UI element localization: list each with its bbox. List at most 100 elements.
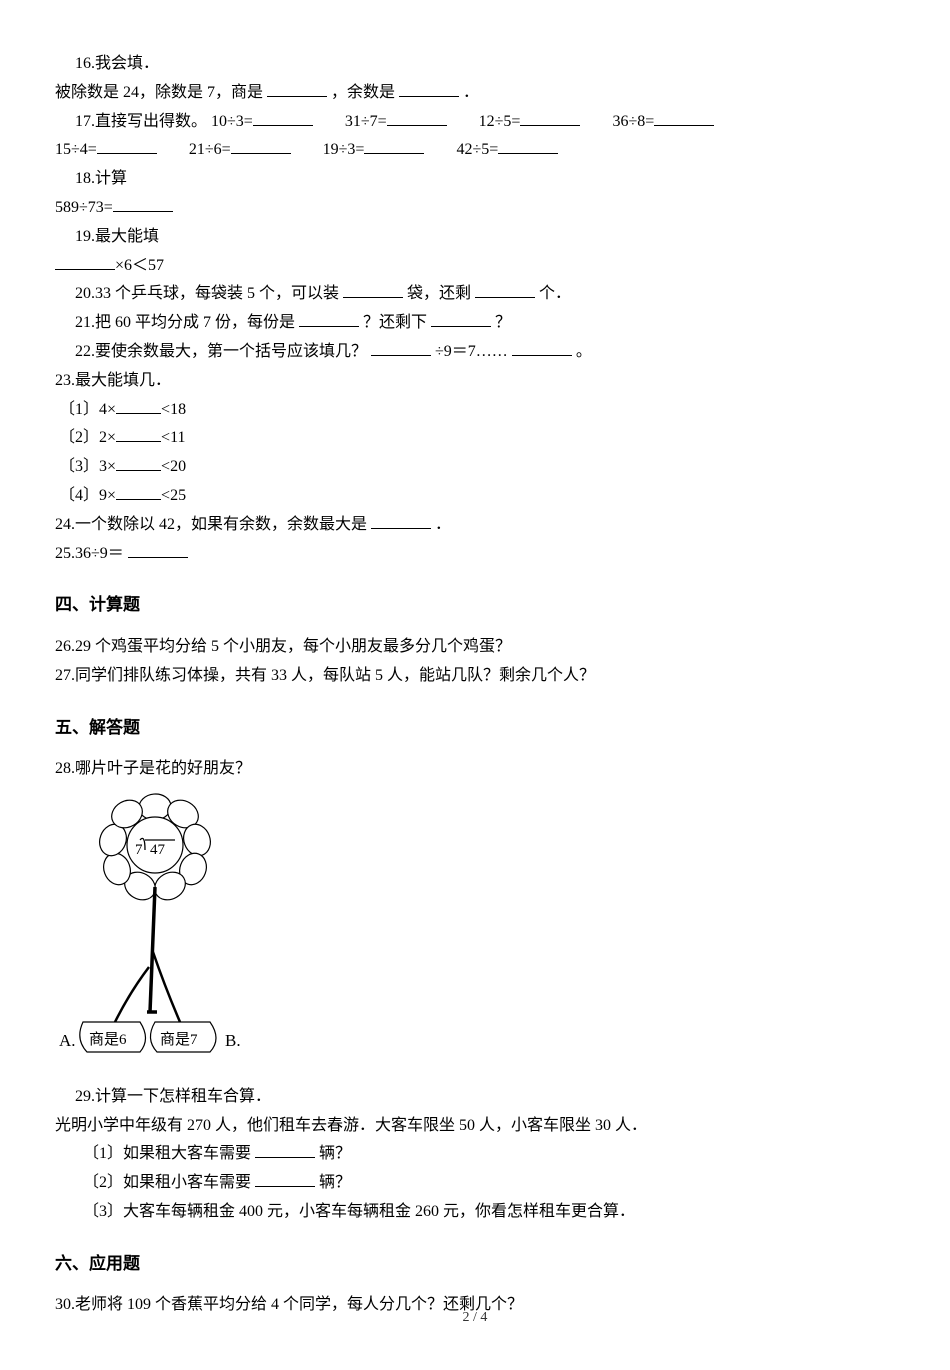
q24-b: ． [435, 516, 451, 533]
q16-label: 16.我会填． [75, 50, 895, 79]
q21-c: ？ [495, 314, 511, 331]
q28-label: 28.哪片叶子是花的好朋友？ [55, 755, 895, 784]
q23-3-blank[interactable] [116, 482, 161, 500]
q16-blank-2[interactable] [399, 79, 459, 97]
q22-blank-1[interactable] [371, 338, 431, 356]
q16-period: ． [463, 84, 479, 101]
q23-1-blank[interactable] [116, 425, 161, 443]
q24-blank[interactable] [371, 511, 431, 529]
q22-line: 22.要使余数最大，第一个括号应该填几？ ÷9＝7…… 。 [75, 338, 895, 367]
q23-item-1: 〔2〕2×<11 [55, 424, 895, 453]
q29-s1-b: 辆？ [319, 1145, 351, 1162]
leaf-b-suffix: B. [225, 1031, 241, 1050]
q25-line: 25.36÷9＝ [55, 540, 895, 569]
divisor-text: 7 [135, 842, 143, 858]
q23-2-num: 〔3〕 [59, 458, 99, 475]
q23-1-pre: 2× [99, 429, 116, 446]
q19-expr: ×6＜57 [115, 257, 164, 274]
q23-item-2: 〔3〕3×<20 [55, 453, 895, 482]
q23-item-0: 〔1〕4×<18 [55, 396, 895, 425]
q17-r1-0: 10÷3= [211, 113, 253, 130]
q17-r2-0-blank[interactable] [97, 137, 157, 155]
q25-blank[interactable] [128, 540, 188, 558]
q23-3-suf: <25 [161, 487, 186, 504]
q20-line: 20.33 个乒乓球，每袋装 5 个，可以装 袋，还剩 个． [75, 280, 895, 309]
q17-r1-1: 31÷7= [345, 113, 387, 130]
q18-expr: 589÷73= [55, 199, 113, 216]
q18-blank[interactable] [113, 194, 173, 212]
q20-b: 袋，还剩 [407, 285, 471, 302]
q28-figure: 7 47 A. 商是6 商是7 B. [55, 792, 895, 1073]
q23-0-blank[interactable] [116, 396, 161, 414]
q29-s1-blank[interactable] [255, 1141, 315, 1159]
q17-r1-3-blank[interactable] [654, 108, 714, 126]
q17-r2-2-blank[interactable] [364, 137, 424, 155]
q25-a: 25.36÷9＝ [55, 545, 124, 562]
q22-b: ÷9＝7…… [435, 343, 508, 360]
q17-r1-0-blank[interactable] [253, 108, 313, 126]
flower-svg: 7 47 A. 商是6 商是7 B. [55, 792, 295, 1062]
q16-blank-1[interactable] [267, 79, 327, 97]
q17-r1-2-blank[interactable] [520, 108, 580, 126]
q17-label: 17.直接写出得数。 [75, 113, 207, 130]
q17-r2-3-blank[interactable] [498, 137, 558, 155]
q29-s3: 〔3〕大客车每辆租金 400 元，小客车每辆租金 260 元，你看怎样租车更合算… [83, 1198, 895, 1227]
q22-c: 。 [576, 343, 592, 360]
q21-a: 21.把 60 平均分成 7 份，每份是 [75, 314, 295, 331]
q19-expr-line: ×6＜57 [55, 252, 895, 281]
q19-blank[interactable] [55, 252, 115, 270]
q16-text-a: 被除数是 24，除数是 7，商是 [55, 84, 263, 101]
leaf-a-prefix: A. [59, 1031, 76, 1050]
q27: 27.同学们排队练习体操，共有 33 人，每队站 5 人，能站几队？剩余几个人？ [55, 662, 895, 691]
q29-s1-a: 〔1〕如果租大客车需要 [83, 1145, 251, 1162]
q21-blank-2[interactable] [431, 310, 491, 328]
q16-line: 被除数是 24，除数是 7，商是 ，余数是 ． [55, 79, 895, 108]
q21-blank-1[interactable] [299, 310, 359, 328]
section-6-heading: 六、应用题 [55, 1249, 895, 1280]
q20-blank-1[interactable] [343, 281, 403, 299]
q21-line: 21.把 60 平均分成 7 份，每份是 ？还剩下 ？ [75, 309, 895, 338]
q23-3-num: 〔4〕 [59, 487, 99, 504]
q24-a: 24.一个数除以 42，如果有余数，余数最大是 [55, 516, 367, 533]
q23-0-suf: <18 [161, 401, 186, 418]
q23-2-pre: 3× [99, 458, 116, 475]
q18-label: 18.计算 [75, 165, 895, 194]
q23-1-suf: <11 [161, 429, 185, 446]
dividend-text: 47 [150, 842, 166, 858]
q29-s2-a: 〔2〕如果租小客车需要 [83, 1174, 251, 1191]
q29-s2-b: 辆？ [319, 1174, 351, 1191]
flower-stem [150, 887, 155, 1012]
q17-row1: 17.直接写出得数。 10÷3= 31÷7= 12÷5= 36÷8= [75, 108, 895, 137]
q23-label: 23.最大能填几． [55, 367, 895, 396]
q29-s1: 〔1〕如果租大客车需要 辆？ [83, 1140, 895, 1169]
q22-a: 22.要使余数最大，第一个括号应该填几？ [75, 343, 367, 360]
q17-r2-2: 19÷3= [323, 141, 365, 158]
section-4-heading: 四、计算题 [55, 590, 895, 621]
q26: 26.29 个鸡蛋平均分给 5 个小朋友，每个小朋友最多分几个鸡蛋？ [55, 633, 895, 662]
q18-expr-line: 589÷73= [55, 194, 895, 223]
q21-b: ？还剩下 [363, 314, 427, 331]
q24-line: 24.一个数除以 42，如果有余数，余数最大是 ． [55, 511, 895, 540]
leaf-b-text: 商是7 [160, 1031, 198, 1048]
q29-s2-blank[interactable] [255, 1170, 315, 1188]
q20-a: 20.33 个乒乓球，每袋装 5 个，可以装 [75, 285, 339, 302]
q23-0-num: 〔1〕 [59, 401, 99, 418]
section-5-heading: 五、解答题 [55, 713, 895, 744]
q16-text-b: ，余数是 [331, 84, 395, 101]
q17-row2: 15÷4= 21÷6= 19÷3= 42÷5= [55, 136, 895, 165]
q29-label: 29.计算一下怎样租车合算． [75, 1083, 895, 1112]
q23-3-pre: 9× [99, 487, 116, 504]
q17-r2-3: 42÷5= [456, 141, 498, 158]
q23-item-3: 〔4〕9× <25 [55, 482, 895, 511]
q17-r2-0: 15÷4= [55, 141, 97, 158]
q17-r1-3: 36÷8= [612, 113, 654, 130]
q17-r2-1-blank[interactable] [231, 137, 291, 155]
q22-blank-2[interactable] [512, 338, 572, 356]
leaf-a-group: A. 商是6 [59, 967, 149, 1052]
q20-blank-2[interactable] [475, 281, 535, 299]
page-number: 2 / 4 [0, 1305, 950, 1330]
q17-r1-1-blank[interactable] [387, 108, 447, 126]
q23-2-blank[interactable] [116, 454, 161, 472]
leaf-a-text: 商是6 [89, 1031, 127, 1048]
q29-intro: 光明小学中年级有 270 人，他们租车去春游．大客车限坐 50 人，小客车限坐 … [55, 1112, 895, 1141]
